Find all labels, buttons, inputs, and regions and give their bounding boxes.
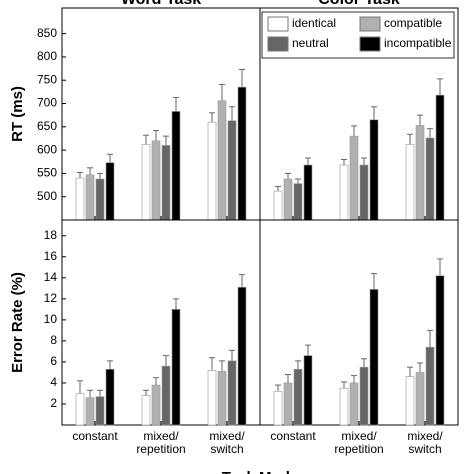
y-tick-label: 600 <box>37 142 57 156</box>
x-tick-label: mixed/switch <box>209 429 245 456</box>
y-tick-label: 8 <box>50 333 57 347</box>
bar <box>349 135 359 221</box>
bar <box>85 397 95 426</box>
bar <box>405 144 415 221</box>
x-tick-label: constant <box>270 429 316 443</box>
legend-swatch <box>359 16 381 32</box>
bar <box>359 366 369 426</box>
y-tick-label: 18 <box>44 228 58 242</box>
bar <box>227 120 237 221</box>
y-tick-label: 800 <box>37 49 57 63</box>
bar <box>273 391 283 426</box>
bar <box>303 355 313 426</box>
y-tick-label: 550 <box>37 166 57 180</box>
bar <box>207 370 217 426</box>
bar <box>415 372 425 426</box>
bar <box>405 376 415 426</box>
x-tick-label: constant <box>72 429 118 443</box>
bar <box>293 368 303 426</box>
bar <box>85 174 95 221</box>
bar <box>425 137 435 221</box>
bar <box>75 393 85 426</box>
y-tick-label: 700 <box>37 96 57 110</box>
bar <box>237 286 247 426</box>
legend-label: incompatible <box>384 36 452 50</box>
x-tick-label: mixed/repetition <box>136 429 185 456</box>
x-tick-label: mixed/repetition <box>334 429 383 456</box>
bar <box>95 396 105 426</box>
y-tick-label: 14 <box>44 270 58 284</box>
bar <box>105 162 115 221</box>
bar <box>237 86 247 221</box>
legend-swatch <box>359 36 381 52</box>
legend-label: neutral <box>292 36 329 50</box>
bar <box>207 121 217 221</box>
x-axis-label: Task Mode <box>222 469 298 474</box>
bar <box>303 164 313 221</box>
legend-swatch <box>267 16 289 32</box>
bar <box>105 368 115 426</box>
y-tick-label: 500 <box>37 189 57 203</box>
bar <box>349 382 359 426</box>
y-tick-label: 850 <box>37 26 57 40</box>
bar <box>293 183 303 221</box>
bar <box>283 382 293 426</box>
bar <box>435 275 445 426</box>
legend-swatch <box>267 36 289 52</box>
y-tick-label: 6 <box>50 354 57 368</box>
bar <box>75 177 85 221</box>
bar <box>171 111 181 221</box>
y-tick-label: 10 <box>44 312 58 326</box>
bar <box>425 346 435 426</box>
bar <box>171 309 181 426</box>
bar <box>435 94 445 221</box>
bar <box>217 371 227 426</box>
bar <box>273 190 283 221</box>
bar <box>141 395 151 426</box>
x-tick-label: mixed/switch <box>407 429 443 456</box>
y-tick-label: 4 <box>50 375 57 389</box>
bar <box>283 178 293 221</box>
y-tick-label: 16 <box>44 249 58 263</box>
bar <box>161 145 171 221</box>
bar <box>359 164 369 221</box>
bar <box>369 119 379 221</box>
y-axis-label: Error Rate (%) <box>9 272 26 373</box>
bar <box>339 164 349 221</box>
bar <box>415 125 425 221</box>
bar <box>141 144 151 221</box>
bar <box>151 384 161 426</box>
bar <box>339 387 349 426</box>
bar <box>369 289 379 426</box>
legend-frame <box>261 11 455 59</box>
y-tick-label: 750 <box>37 72 57 86</box>
y-tick-label: 12 <box>44 291 58 305</box>
legend-label: compatible <box>384 16 442 30</box>
y-axis-label: RT (ms) <box>9 86 26 142</box>
legend-label: identical <box>292 16 336 30</box>
panel-title: Word Task <box>121 0 201 8</box>
bar <box>151 140 161 221</box>
y-tick-label: 650 <box>37 119 57 133</box>
bar <box>227 360 237 426</box>
bar <box>161 365 171 426</box>
y-tick-label: 2 <box>50 396 57 410</box>
bar <box>95 178 105 221</box>
bar <box>217 100 227 221</box>
panel-title: Color Task <box>318 0 400 8</box>
